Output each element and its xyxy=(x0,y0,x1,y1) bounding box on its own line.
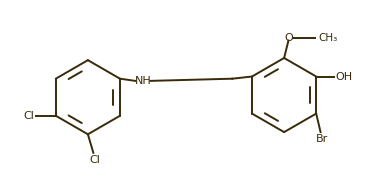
Text: Br: Br xyxy=(315,134,328,144)
Text: Cl: Cl xyxy=(23,111,34,121)
Text: CH₃: CH₃ xyxy=(318,33,337,43)
Text: O: O xyxy=(284,33,293,43)
Text: OH: OH xyxy=(336,71,353,81)
Text: Cl: Cl xyxy=(89,155,100,165)
Text: NH: NH xyxy=(135,76,151,86)
